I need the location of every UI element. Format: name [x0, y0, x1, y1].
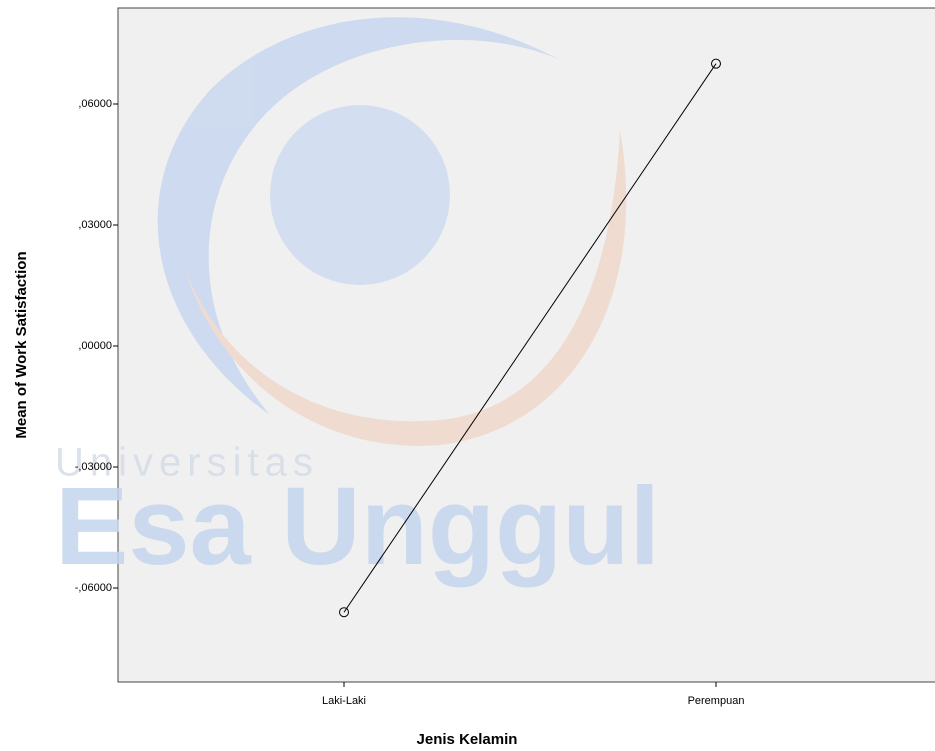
watermark: Universitas Esa Unggul — [55, 17, 660, 588]
y-tick-label: ,00000 — [78, 340, 112, 352]
point — [711, 58, 721, 69]
x-tick-label: Laki-Laki — [322, 695, 366, 707]
y-tick-label: ,06000 — [78, 98, 112, 110]
y-tick-label: ,03000 — [78, 219, 112, 231]
y-tick-label: -,06000 — [75, 582, 112, 594]
watermark-text: Universitas — [55, 441, 319, 485]
x-tick-label: Perempuan — [688, 695, 745, 707]
line — [343, 63, 717, 613]
x-axis-label: Jenis Kelamin — [417, 731, 518, 748]
watermark-ball — [270, 105, 450, 285]
watermark-text: Esa Unggul — [55, 465, 660, 588]
y-tick-label: -,03000 — [75, 461, 112, 473]
y-axis-label: Mean of Work Satisfaction — [13, 251, 30, 438]
watermark-swirl — [157, 17, 560, 416]
point — [339, 607, 349, 618]
